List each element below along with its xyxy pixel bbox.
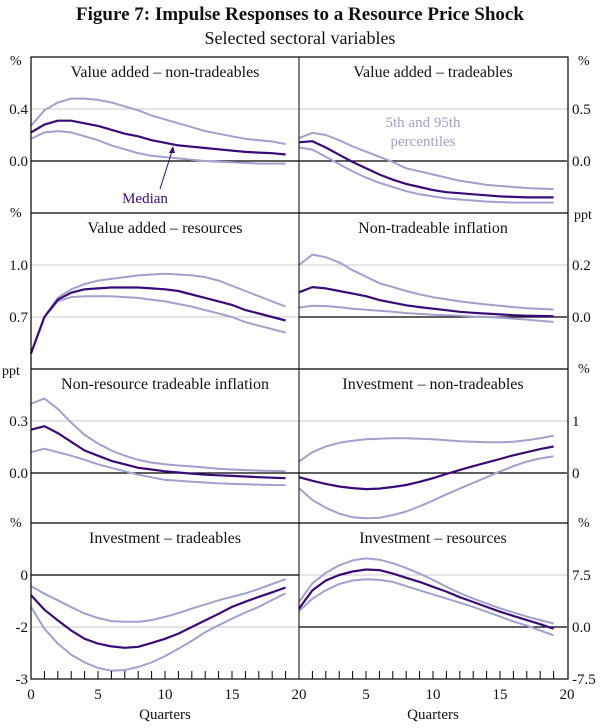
y-tick-label: 0.4: [9, 102, 28, 118]
panel-title: Investment – resources: [359, 530, 507, 547]
panel-6: 0 -2 -3% Investment – tradeables: [10, 516, 299, 688]
y-tick-label: 0.0: [572, 310, 591, 326]
series-median-line: [298, 140, 554, 199]
y-tick-label: 0: [572, 466, 580, 482]
panel-3: 0.2 0.0 ppt Non-tradeable inflation: [298, 208, 592, 326]
median-arrow: [159, 147, 174, 190]
panel-5: 1 0% Investment – non-tradeables: [298, 362, 590, 520]
x-tick-label: 10: [158, 687, 173, 703]
series-p95-line: [30, 272, 286, 354]
series-p5-line: [298, 578, 554, 637]
series-p5-line: [30, 295, 286, 354]
y-tick-label: -3: [16, 672, 29, 688]
y-tick-label: 0.2: [572, 258, 591, 274]
panel-0: 0.4 0.0% Value added – non-tradeables: [9, 54, 299, 170]
panel-title: Non-tradeable inflation: [358, 220, 508, 237]
series-p95-line: [30, 397, 286, 473]
chart-title: Figure 7: Impulse Responses to a Resourc…: [76, 4, 524, 25]
panel-title: Value added – resources: [87, 220, 242, 237]
chart-subtitle: Selected sectoral variables: [205, 28, 396, 48]
y-unit-label: %: [578, 516, 590, 531]
series-p95-line: [30, 97, 286, 146]
y-tick-label: -2: [16, 620, 29, 636]
y-tick-label: 0.7: [9, 310, 28, 326]
series-p5-line: [30, 447, 286, 487]
x-tick-label: 10: [426, 687, 441, 703]
series-p5-line: [298, 455, 554, 520]
y-tick-label: -7.5: [572, 672, 596, 688]
x-tick-label: 20: [292, 687, 307, 703]
y-tick-label: 0.3: [9, 414, 28, 430]
median-annotation: Median: [122, 191, 168, 207]
x-tick-label: 0: [27, 687, 35, 703]
series-p5-line: [30, 130, 286, 165]
panel-title: Investment – tradeables: [89, 530, 241, 547]
x-tick-label: 5: [94, 687, 102, 703]
series-median-line: [298, 568, 554, 630]
panel-7: 7.5 0.0 -7.5% Investment – resources: [298, 516, 596, 688]
series-median-line: [298, 445, 554, 491]
x-tick-label: 20: [560, 687, 575, 703]
y-tick-label: 0.0: [572, 154, 591, 170]
bands-annotation-line2: percentiles: [391, 134, 456, 150]
series-p95-line: [298, 253, 554, 311]
panel-title: Value added – tradeables: [353, 64, 512, 81]
series-median-line: [298, 286, 554, 318]
median-arrowhead-icon: [169, 146, 175, 153]
y-tick-label: 1.0: [9, 258, 28, 274]
x-axis-label: Quarters: [139, 707, 191, 723]
series-p5-line: [30, 592, 287, 672]
annotations: Median 5th and 95th percentiles: [122, 115, 461, 207]
series-p95-line: [298, 557, 554, 625]
panel-title: Value added – non-tradeables: [71, 64, 260, 81]
series-p95-line: [30, 578, 286, 623]
y-unit-label: %: [10, 206, 22, 221]
y-unit-label: ppt: [2, 364, 20, 379]
y-tick-label: 0.0: [572, 620, 591, 636]
y-tick-label: 0: [21, 568, 29, 584]
y-tick-label: 7.5: [572, 568, 591, 584]
y-unit-label: %: [578, 54, 590, 69]
y-tick-label: 1: [572, 414, 580, 430]
x-axis-label: Quarters: [407, 707, 459, 723]
series-p95-line: [298, 434, 554, 463]
series-median-line: [30, 119, 286, 156]
y-unit-label: %: [10, 54, 22, 69]
y-tick-label: 0.5: [572, 102, 591, 118]
series-median-line: [29, 286, 286, 354]
series-median-line: [30, 586, 286, 649]
panel-4: 0.3 0.0 ppt Non-resource tradeable inflatio…: [2, 364, 299, 487]
panel-1: 0.5 0.0% Value added – tradeables: [298, 54, 591, 204]
y-tick-label: 0.0: [9, 154, 28, 170]
y-unit-label: ppt: [574, 208, 592, 223]
panel-2: 1.0 0.7% Value added – resources: [9, 206, 299, 354]
x-tick-label: 5: [362, 687, 370, 703]
x-tick-label: 15: [225, 687, 240, 703]
panel-title: Investment – non-tradeables: [342, 376, 523, 393]
panels: 0.40.0%Value added – non-tradeables0.50.…: [2, 54, 596, 723]
y-unit-label: %: [578, 362, 590, 377]
panel-title: Non-resource tradeable inflation: [61, 376, 269, 393]
series-p5-line: [298, 146, 554, 204]
series-p95-line: [298, 131, 554, 191]
series-p5-line: [298, 304, 554, 323]
series-median-line: [30, 425, 286, 480]
y-unit-label: %: [10, 516, 22, 531]
x-tick-label: 15: [493, 687, 508, 703]
bands-annotation-line1: 5th and 95th: [386, 115, 461, 131]
y-tick-label: 0.0: [9, 466, 28, 482]
